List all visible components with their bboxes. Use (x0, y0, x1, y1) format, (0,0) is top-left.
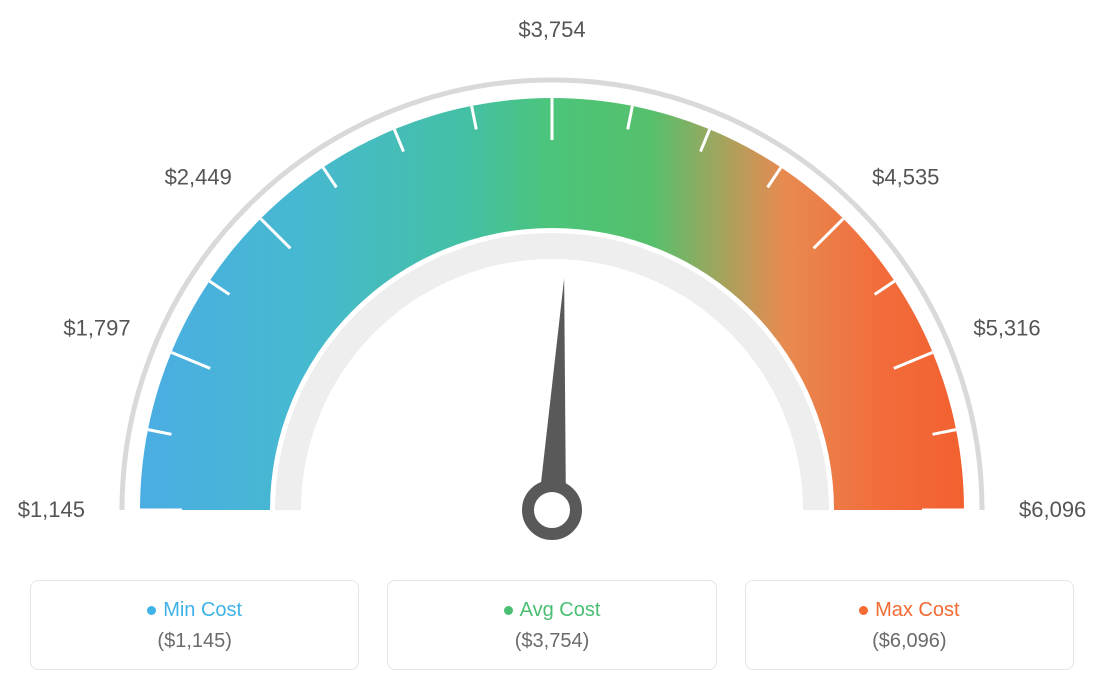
gauge-tick-label: $1,145 (18, 497, 85, 523)
legend-max-value: ($6,096) (756, 630, 1063, 653)
legend-card-avg: Avg Cost ($3,754) (387, 580, 716, 670)
legend-max-label: Max Cost (875, 599, 959, 621)
gauge-tick-label: $6,096 (1019, 497, 1086, 523)
legend-avg-label: Avg Cost (520, 599, 601, 621)
gauge-tick-label: $1,797 (63, 316, 130, 342)
legend-min-label: Min Cost (163, 599, 242, 621)
gauge-tick-label: $5,316 (973, 316, 1040, 342)
gauge-tick-label: $2,449 (165, 164, 232, 190)
cost-gauge: $1,145 $1,797 $2,449 $3,754 $4,535 $5,316 $6,0… (0, 0, 1104, 550)
dot-icon (504, 606, 513, 615)
legend-min-value: ($1,145) (41, 630, 348, 653)
dot-icon (147, 606, 156, 615)
gauge-svg (0, 40, 1104, 600)
gauge-tick-label: $3,754 (518, 17, 585, 43)
legend-min-title: Min Cost (41, 599, 348, 622)
gauge-tick-label: $4,535 (872, 164, 939, 190)
legend-card-min: Min Cost ($1,145) (30, 580, 359, 670)
legend-avg-value: ($3,754) (398, 630, 705, 653)
legend-avg-title: Avg Cost (398, 599, 705, 622)
dot-icon (859, 606, 868, 615)
legend-card-max: Max Cost ($6,096) (745, 580, 1074, 670)
legend-row: Min Cost ($1,145) Avg Cost ($3,754) Max … (0, 580, 1104, 670)
legend-max-title: Max Cost (756, 599, 1063, 622)
